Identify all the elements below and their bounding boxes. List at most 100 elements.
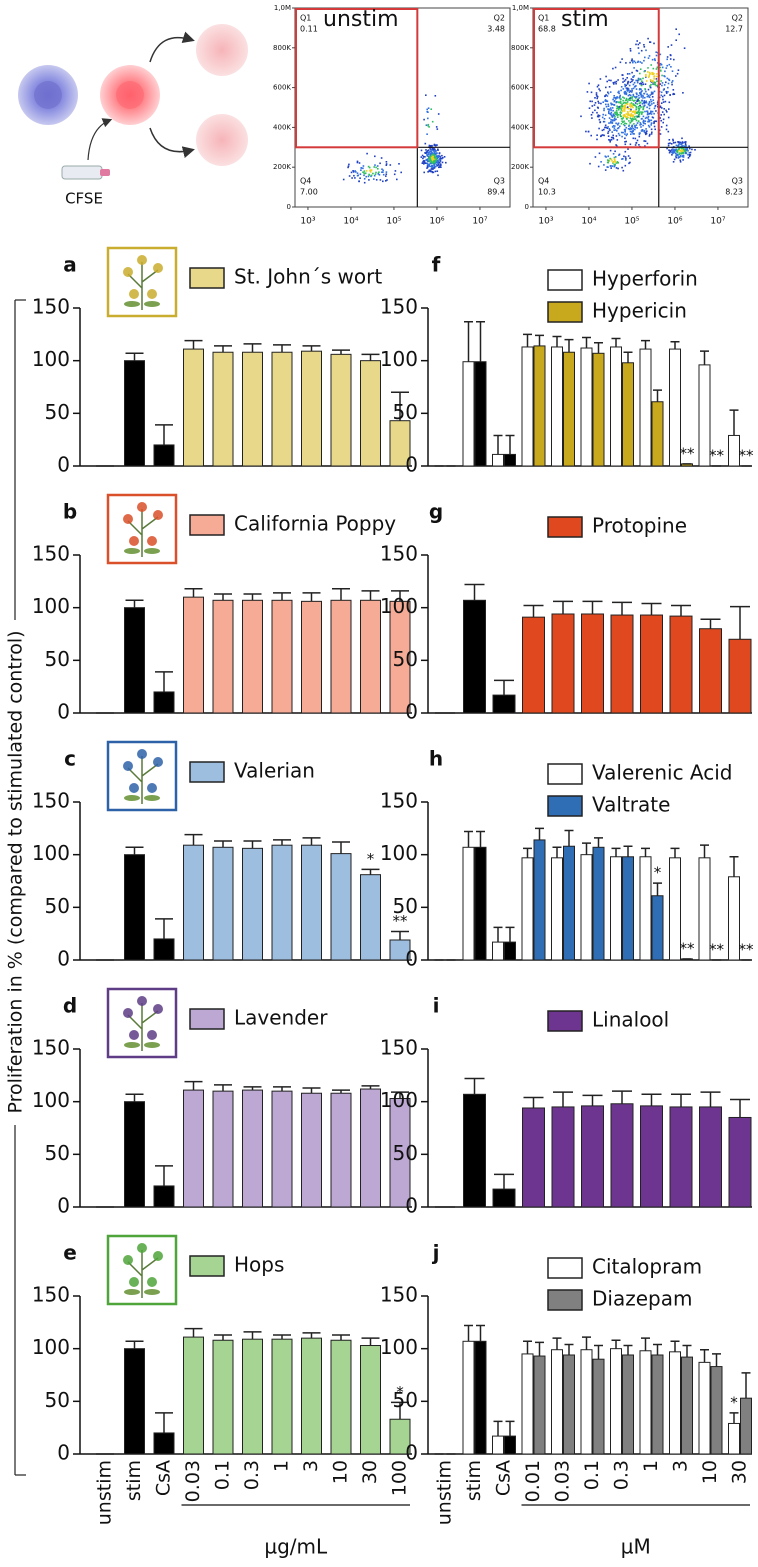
event-dot: [671, 70, 674, 72]
error-bar: [214, 840, 232, 848]
panel-letter: h: [429, 747, 443, 771]
event-dot: [655, 110, 657, 112]
event-dot: [641, 112, 643, 114]
event-dot: [635, 142, 637, 144]
event-dot: [640, 111, 642, 113]
bar: [551, 857, 563, 961]
event-dot: [425, 152, 427, 154]
event-dot: [651, 116, 654, 118]
event-dot: [627, 128, 630, 130]
event-dot: [672, 150, 674, 153]
event-dot: [436, 144, 438, 146]
event-dot: [362, 165, 365, 167]
event-dot: [644, 145, 646, 147]
event-dot: [667, 142, 670, 145]
event-dot: [597, 100, 599, 103]
event-dot: [648, 96, 650, 98]
error-bar: [653, 882, 662, 896]
x-tick-label: 0.03: [182, 1460, 204, 1502]
event-dot: [615, 82, 617, 85]
event-dot: [649, 94, 652, 96]
event-dot: [430, 162, 432, 165]
event-dot: [624, 150, 627, 153]
event-dot: [439, 165, 441, 167]
event-dot: [651, 58, 654, 61]
event-dot: [637, 115, 639, 118]
event-dot: [424, 156, 426, 158]
event-dot: [621, 166, 623, 169]
event-dot: [627, 114, 629, 116]
event-dot: [662, 121, 664, 124]
event-dot: [605, 103, 607, 106]
event-dot: [423, 163, 425, 165]
event-dot: [606, 95, 609, 97]
event-dot: [637, 77, 640, 80]
legend-swatch: [547, 516, 583, 538]
event-dot: [616, 145, 618, 147]
error-bar: [653, 389, 662, 402]
event-dot: [654, 59, 656, 62]
event-dot: [684, 149, 686, 151]
event-dot: [616, 106, 619, 108]
event-dot: [621, 120, 623, 122]
event-dot: [647, 88, 650, 91]
event-dot: [435, 126, 438, 128]
event-dot: [615, 80, 618, 83]
event-dot: [643, 92, 645, 95]
event-dot: [433, 154, 436, 157]
event-dot: [616, 114, 618, 117]
event-dot: [638, 132, 641, 134]
event-dot: [590, 114, 593, 116]
event-dot: [625, 84, 627, 87]
error-bar: [700, 1348, 709, 1363]
cell-nucleus: [116, 81, 144, 109]
event-dot: [436, 155, 438, 157]
event-dot: [642, 83, 645, 86]
event-dot: [615, 118, 617, 121]
bar: [474, 361, 487, 467]
event-dot: [607, 103, 609, 106]
event-dot: [643, 102, 646, 105]
event-dot: [347, 166, 349, 169]
error-bar: [582, 1336, 591, 1350]
event-dot: [429, 151, 431, 153]
x-tick-label: 0.3: [611, 1460, 633, 1490]
event-dot: [688, 155, 691, 158]
bar: [183, 844, 204, 961]
event-dot: [666, 56, 669, 58]
event-dot: [615, 135, 618, 137]
event-dot: [605, 94, 607, 96]
event-dot: [603, 164, 605, 166]
event-dot: [639, 68, 642, 70]
panel-letter: g: [429, 500, 443, 524]
event-dot: [634, 137, 637, 140]
event-dot: [638, 100, 640, 102]
event-dot: [599, 121, 601, 124]
event-dot: [611, 126, 614, 128]
event-dot: [650, 122, 653, 125]
bar: [533, 345, 546, 467]
event-dot: [627, 112, 629, 114]
event-dot: [677, 149, 680, 152]
bar: [728, 638, 752, 714]
y-tick-label: 100: [32, 1088, 70, 1112]
event-dot: [666, 58, 668, 61]
event-dot: [606, 80, 608, 83]
event-dot: [437, 174, 439, 177]
event-dot: [651, 103, 653, 105]
event-dot: [649, 133, 651, 136]
event-dot: [603, 128, 605, 131]
error-bar: [273, 1334, 291, 1340]
event-dot: [653, 112, 655, 115]
bar: [474, 846, 487, 961]
event-dot: [665, 81, 667, 84]
event-dot: [642, 77, 644, 80]
event-dot: [393, 173, 396, 176]
event-dot: [439, 157, 442, 159]
event-dot: [688, 145, 690, 147]
panel-letter: j: [432, 1241, 440, 1265]
event-dot: [428, 163, 430, 166]
event-dot: [631, 99, 634, 101]
x-tick-label: 0.3: [241, 1460, 263, 1490]
